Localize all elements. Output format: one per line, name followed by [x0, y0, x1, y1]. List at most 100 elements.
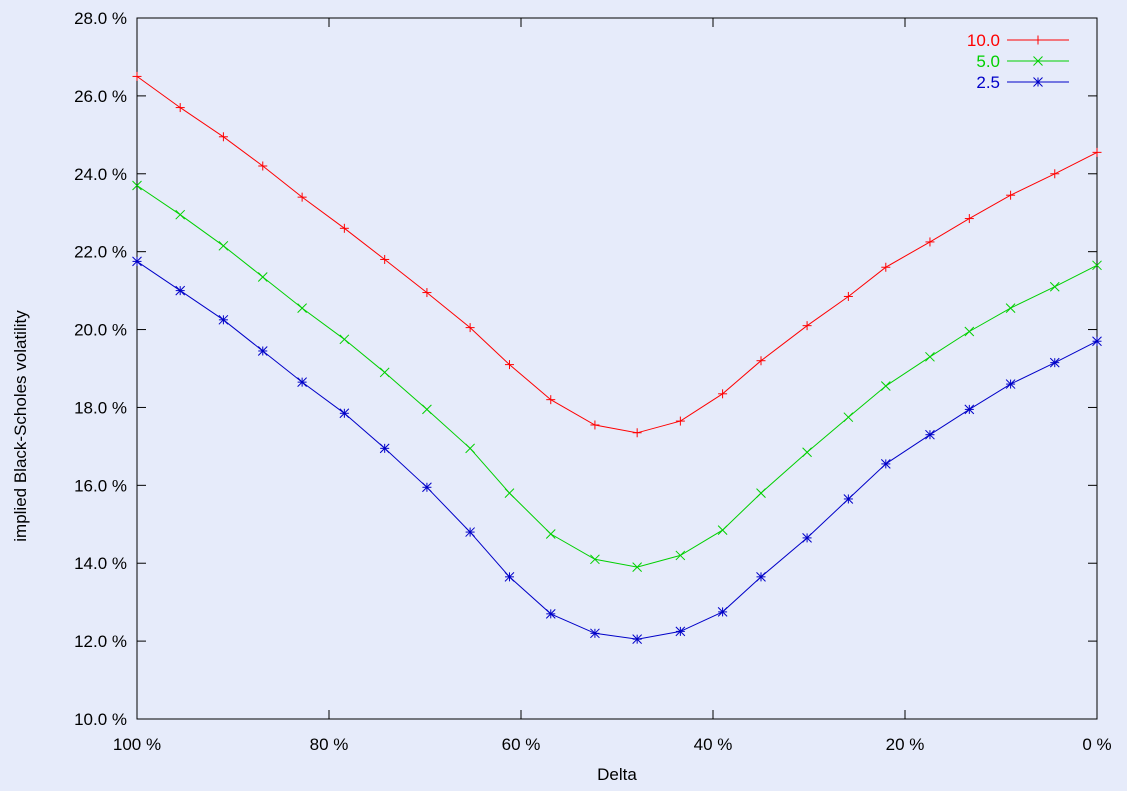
data-point	[802, 533, 812, 543]
data-point	[504, 488, 515, 498]
data-point	[880, 381, 891, 391]
data-point	[590, 420, 600, 430]
y-tick-label: 14.0 %	[74, 554, 127, 573]
legend-marker	[1033, 77, 1043, 87]
data-point	[632, 634, 643, 645]
data-point	[964, 326, 975, 337]
data-point	[297, 303, 307, 313]
data-point	[297, 192, 307, 202]
data-point	[632, 428, 642, 438]
data-point	[717, 607, 728, 617]
data-point	[465, 527, 475, 537]
data-point	[545, 529, 556, 539]
data-point	[1049, 281, 1060, 292]
axes-layer: 10.0 % 12.0 % 14.0 % 16.0 % 18.0 % 20.0 % 22.0…	[74, 9, 1112, 754]
data-point	[218, 314, 229, 325]
data-point	[1092, 147, 1102, 157]
data-point	[925, 351, 935, 362]
data-point	[1049, 357, 1060, 368]
data-point	[175, 209, 186, 220]
data-point	[380, 254, 390, 264]
data-point	[379, 367, 390, 378]
data-point	[1005, 303, 1016, 313]
data-point	[718, 389, 728, 399]
y-tick-label: 10.0 %	[74, 710, 127, 729]
data-point	[756, 356, 766, 366]
data-point	[1005, 379, 1016, 389]
data-point	[218, 132, 228, 142]
data-point	[258, 161, 268, 171]
data-point	[964, 214, 974, 224]
data-point	[590, 554, 600, 565]
data-point	[802, 321, 812, 331]
data-point	[590, 628, 600, 639]
data-point	[218, 240, 229, 251]
data-point	[880, 459, 891, 469]
data-point	[132, 180, 142, 191]
x-tick-label: 20 %	[886, 735, 925, 754]
data-point	[675, 416, 685, 426]
data-point	[339, 223, 349, 233]
data-point	[881, 262, 891, 272]
data-point	[756, 571, 766, 582]
data-point	[925, 237, 935, 247]
data-point	[422, 482, 432, 493]
x-tick-label: 0 %	[1082, 735, 1111, 754]
data-point	[257, 346, 268, 356]
data-point	[422, 288, 432, 298]
data-point	[339, 408, 350, 419]
series-line-5.0	[136, 185, 1098, 568]
legend-label: 2.5	[976, 73, 1000, 92]
data-point	[546, 395, 556, 405]
data-point	[257, 272, 268, 282]
legend-label: 5.0	[976, 52, 1000, 71]
data-point	[379, 443, 390, 454]
x-tick-label: 60 %	[502, 735, 541, 754]
x-axis-label: Delta	[597, 765, 637, 784]
series-5.0	[132, 180, 1102, 572]
y-axis-label: implied Black-Scholes volatility	[11, 310, 30, 542]
data-point	[675, 550, 686, 561]
data-point	[843, 494, 854, 504]
data-point	[465, 323, 475, 333]
y-tick-label: 24.0 %	[74, 165, 127, 184]
x-tick-label: 40 %	[694, 735, 733, 754]
data-point	[1092, 260, 1102, 271]
y-tick-label: 22.0 %	[74, 243, 127, 262]
data-point	[843, 291, 853, 301]
data-point	[1050, 169, 1060, 179]
x-tick-label: 80 %	[310, 735, 349, 754]
y-tick-label: 18.0 %	[74, 398, 127, 417]
legend-label: 10.0	[967, 31, 1000, 50]
legend-marker	[1033, 35, 1043, 45]
data-point	[339, 334, 350, 345]
data-point	[504, 360, 514, 370]
y-tick-label: 28.0 %	[74, 9, 127, 28]
x-tick-label: 100 %	[113, 735, 161, 754]
series-line-2.5	[136, 260, 1098, 640]
data-point	[175, 285, 186, 296]
data-point	[1006, 190, 1016, 200]
y-tick-label: 20.0 %	[74, 321, 127, 340]
data-point	[1092, 336, 1102, 347]
data-point	[175, 103, 185, 113]
data-point	[964, 404, 975, 415]
data-point	[422, 404, 432, 415]
plot-frame	[136, 17, 1098, 720]
data-point	[756, 488, 766, 498]
data-point	[843, 412, 854, 423]
data-point	[802, 447, 812, 458]
series-line-10.0	[136, 75, 1098, 434]
y-tick-label: 16.0 %	[74, 476, 127, 495]
data-point	[545, 608, 556, 619]
data-point	[465, 443, 475, 454]
data-point	[675, 626, 686, 637]
series-2.5	[132, 256, 1102, 645]
series-layer	[132, 71, 1102, 645]
legend: 10.0 5.0 2.5	[967, 31, 1069, 92]
data-point	[132, 71, 142, 81]
series-10.0	[132, 71, 1102, 438]
